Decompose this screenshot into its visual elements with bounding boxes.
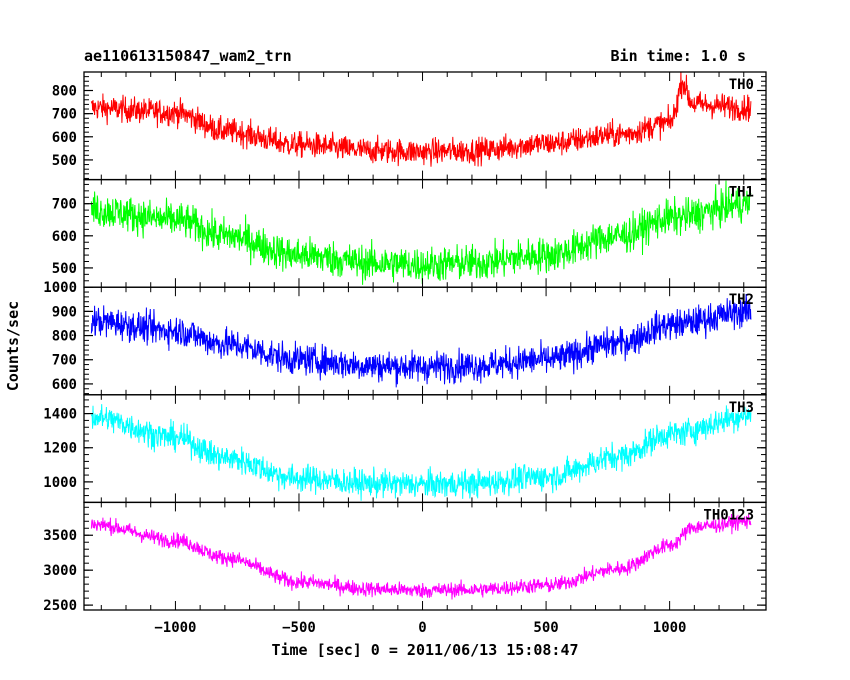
panel-th0123: 2500 3000 3500 TH0123 bbox=[43, 501, 767, 614]
series-line-th0123 bbox=[90, 513, 752, 600]
series-line-th2 bbox=[90, 293, 752, 388]
y-tick-label: 800 bbox=[52, 84, 77, 100]
y-tick-label: 700 bbox=[52, 107, 77, 123]
y-tick-label: 600 bbox=[52, 229, 77, 245]
x-axis-title: Time [sec] 0 = 2011/06/13 15:08:47 bbox=[271, 641, 578, 659]
x-tick-label: 0 bbox=[418, 620, 426, 636]
panel-th1: 500 600 700 TH1 bbox=[52, 178, 767, 288]
y-tick-label: 3000 bbox=[43, 563, 77, 579]
y-tick-label: 800 bbox=[52, 329, 77, 345]
y-tick-label: 600 bbox=[52, 130, 77, 146]
panels-group: 500 600 700 800 TH0 500 600 700 TH1 600 700 800 900 1… bbox=[43, 71, 767, 636]
panel-th2: 600 700 800 900 1000 TH2 bbox=[43, 280, 767, 396]
series-line-th3 bbox=[90, 404, 752, 501]
y-axis-title: Counts/sec bbox=[4, 301, 22, 391]
y-tick-label: 500 bbox=[52, 261, 77, 277]
panel-label-th0: TH0 bbox=[729, 77, 754, 93]
y-tick-label: 1000 bbox=[43, 475, 77, 491]
panel-label-th0123: TH0123 bbox=[703, 507, 754, 523]
x-tick-label: −1000 bbox=[154, 620, 196, 636]
y-tick-label: 3500 bbox=[43, 528, 77, 544]
panel-label-th1: TH1 bbox=[729, 185, 754, 201]
panel-label-th2: TH2 bbox=[729, 292, 754, 308]
y-tick-label: 900 bbox=[52, 304, 77, 320]
y-tick-label: 600 bbox=[52, 377, 77, 393]
series-line-th0 bbox=[90, 72, 752, 167]
panel-th0: 500 600 700 800 TH0 bbox=[52, 71, 767, 181]
x-tick-label: −500 bbox=[282, 620, 316, 636]
y-tick-label: 700 bbox=[52, 353, 77, 369]
bin-time-label: Bin time: 1.0 s bbox=[611, 47, 746, 65]
y-tick-label: 500 bbox=[52, 153, 77, 169]
y-tick-label: 1400 bbox=[43, 407, 77, 423]
y-tick-label: 700 bbox=[52, 197, 77, 213]
x-tick-label: 500 bbox=[533, 620, 558, 636]
series-line-th1 bbox=[90, 180, 752, 285]
y-tick-label: 2500 bbox=[43, 598, 77, 614]
y-tick-label: 1200 bbox=[43, 441, 77, 457]
chart-title: ae110613150847_wam2_trn bbox=[84, 47, 292, 65]
y-tick-label: 1000 bbox=[43, 280, 77, 296]
panel-label-th3: TH3 bbox=[729, 400, 754, 416]
x-tick-label: 1000 bbox=[653, 620, 687, 636]
panel-th3: 1000 1200 1400 TH3 bbox=[43, 394, 767, 504]
